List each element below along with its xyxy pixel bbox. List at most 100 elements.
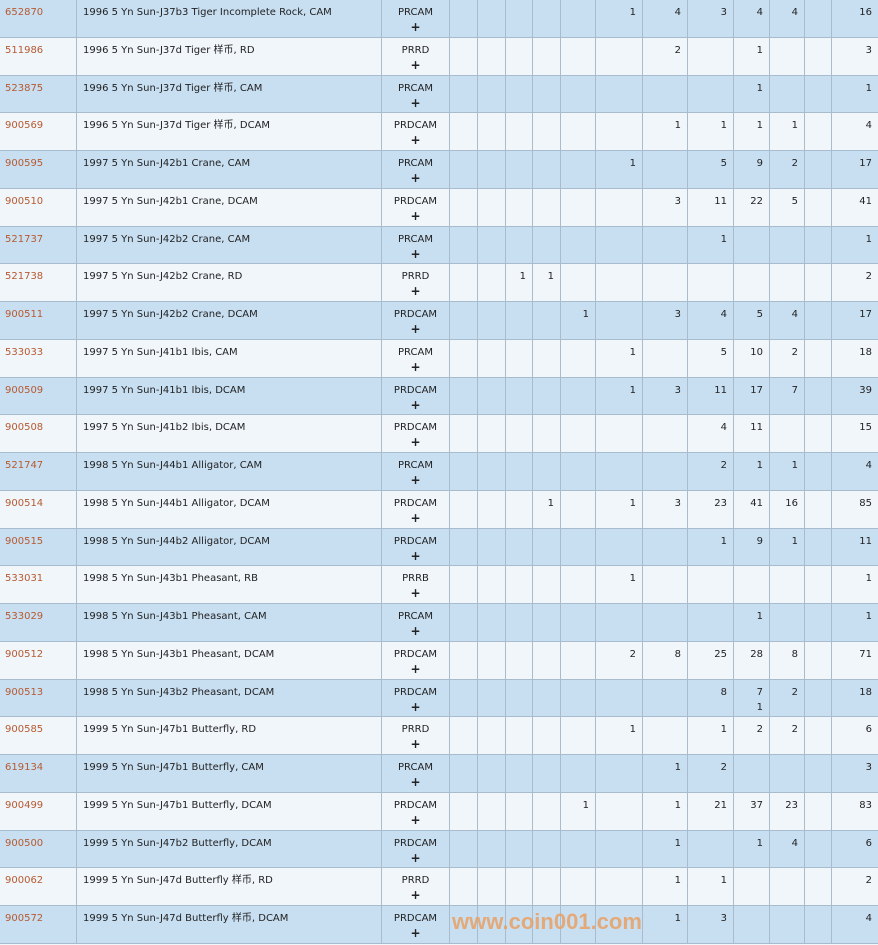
grade-count (805, 0, 832, 37)
plus-grade-toggle[interactable]: + (410, 246, 421, 261)
grade-count: 25 (688, 641, 734, 679)
cert-id-link[interactable]: 521738 (0, 264, 77, 301)
grade-count (533, 717, 561, 754)
grade-count (805, 226, 832, 264)
grade-count (506, 302, 533, 339)
plus-grade-toggle[interactable]: + (410, 699, 421, 714)
plus-grade-toggle[interactable]: + (410, 133, 421, 148)
total-count: 3 (865, 762, 872, 773)
cert-id-link[interactable]: 900508 (0, 415, 77, 452)
plus-grade-toggle[interactable]: + (410, 435, 421, 450)
coin-description: 1997 5 Yn Sun-J42b2 Crane, RD (77, 264, 382, 301)
grade-count (805, 906, 832, 943)
plus-grade-toggle[interactable]: + (410, 850, 421, 865)
cert-id-link[interactable]: 900509 (0, 377, 77, 415)
cert-id-link[interactable]: 900499 (0, 792, 77, 830)
grade-count (805, 264, 832, 301)
grade-count (506, 830, 533, 868)
grade-count (533, 226, 561, 264)
cert-id-link[interactable]: 619134 (0, 755, 77, 792)
cert-id-link[interactable]: 900510 (0, 188, 77, 226)
grade-count: 1 (596, 151, 643, 188)
plus-grade-toggle[interactable]: + (410, 322, 421, 336)
cert-id-link[interactable]: 533033 (0, 339, 77, 377)
grade-count: 1 (734, 75, 770, 113)
grade-count (596, 604, 643, 641)
grade-count: 8 (688, 679, 734, 717)
plus-grade-toggle[interactable]: + (410, 624, 421, 638)
table-row: 511986 1996 5 Yn Sun-J37d Tiger 样币, RD PRR… (0, 37, 878, 76)
plus-grade-toggle[interactable]: + (410, 359, 421, 374)
grade-count (561, 868, 596, 905)
cert-id-link[interactable]: 900062 (0, 868, 77, 905)
cert-id-link[interactable]: 900569 (0, 113, 77, 150)
grade-count (643, 151, 688, 188)
grade-count (533, 75, 561, 113)
plus-grade-toggle[interactable]: + (410, 284, 421, 299)
grade-count: 2 (643, 37, 688, 75)
cert-id-link[interactable]: 900512 (0, 641, 77, 679)
designation: PRRD (401, 875, 430, 887)
plus-grade-toggle[interactable]: + (410, 661, 421, 676)
cert-id-link[interactable]: 900500 (0, 830, 77, 868)
cert-id-link[interactable]: 511986 (0, 37, 77, 75)
grade-count (506, 868, 533, 905)
plus-grade-toggle[interactable]: + (410, 926, 421, 940)
plus-grade-toggle[interactable]: + (410, 57, 421, 72)
plus-grade-toggle[interactable]: + (410, 95, 421, 110)
plus-grade-toggle[interactable]: + (410, 208, 421, 223)
plus-grade-toggle[interactable]: + (410, 888, 421, 903)
cert-id-link[interactable]: 900511 (0, 302, 77, 339)
cert-id-link[interactable]: 652870 (0, 0, 77, 37)
cert-id-link[interactable]: 533029 (0, 604, 77, 641)
cert-id-link[interactable]: 900572 (0, 906, 77, 943)
cert-id-link[interactable]: 900585 (0, 717, 77, 754)
grade-count (478, 906, 506, 943)
plus-grade-toggle[interactable]: + (410, 171, 421, 185)
grade-count (596, 226, 643, 264)
grade-count: 37 (734, 792, 770, 830)
grade-count: 1 (643, 755, 688, 792)
coin-description: 1997 5 Yn Sun-J42b1 Crane, CAM (77, 151, 382, 188)
cert-id-link[interactable]: 900514 (0, 490, 77, 528)
grade-count: 10 (734, 339, 770, 377)
designation-cell: PRDCAM + (382, 490, 450, 528)
plus-grade-toggle[interactable]: + (410, 548, 421, 563)
cert-id-link[interactable]: 521737 (0, 226, 77, 264)
grade-count (478, 226, 506, 264)
plus-grade-toggle[interactable]: + (410, 737, 421, 752)
cert-id-link[interactable]: 521747 (0, 453, 77, 490)
plus-grade-toggle[interactable]: + (410, 397, 421, 412)
grade-count (478, 264, 506, 301)
total-count: 6 (865, 724, 872, 736)
grade-count (561, 188, 596, 226)
plus-grade-toggle[interactable]: + (410, 473, 421, 487)
grade-count (561, 264, 596, 301)
cert-id-link[interactable]: 900515 (0, 528, 77, 566)
cert-id-link[interactable]: 533031 (0, 566, 77, 603)
designation-cell: PRCAM + (382, 0, 450, 37)
cert-id-link[interactable]: 900513 (0, 679, 77, 717)
table-row: 523875 1996 5 Yn Sun-J37d Tiger 样币, CAM PR… (0, 75, 878, 114)
grade-count: 1 (506, 264, 533, 301)
designation: PRRD (401, 44, 430, 56)
plus-grade-toggle[interactable]: + (410, 586, 421, 601)
grade-count (561, 75, 596, 113)
plus-grade-toggle[interactable]: + (410, 510, 421, 525)
grade-count: 5 (770, 188, 805, 226)
grade-count (596, 302, 643, 339)
grade-count (478, 604, 506, 641)
watermark: www.coin001.com (452, 909, 642, 934)
table-row: 652870 1996 5 Yn Sun-J37b3 Tiger Incomple… (0, 0, 878, 38)
coin-description: 1998 5 Yn Sun-J44b2 Alligator, DCAM (77, 528, 382, 566)
grade-count (506, 453, 533, 490)
grade-count (643, 226, 688, 264)
grade-count (450, 377, 478, 415)
plus-grade-toggle[interactable]: + (410, 775, 421, 789)
coin-description: 1998 5 Yn Sun-J43b1 Pheasant, RB (77, 566, 382, 603)
grade-count (450, 792, 478, 830)
cert-id-link[interactable]: 523875 (0, 75, 77, 113)
plus-grade-toggle[interactable]: + (410, 20, 421, 34)
plus-grade-toggle[interactable]: + (410, 812, 421, 827)
cert-id-link[interactable]: 900595 (0, 151, 77, 188)
